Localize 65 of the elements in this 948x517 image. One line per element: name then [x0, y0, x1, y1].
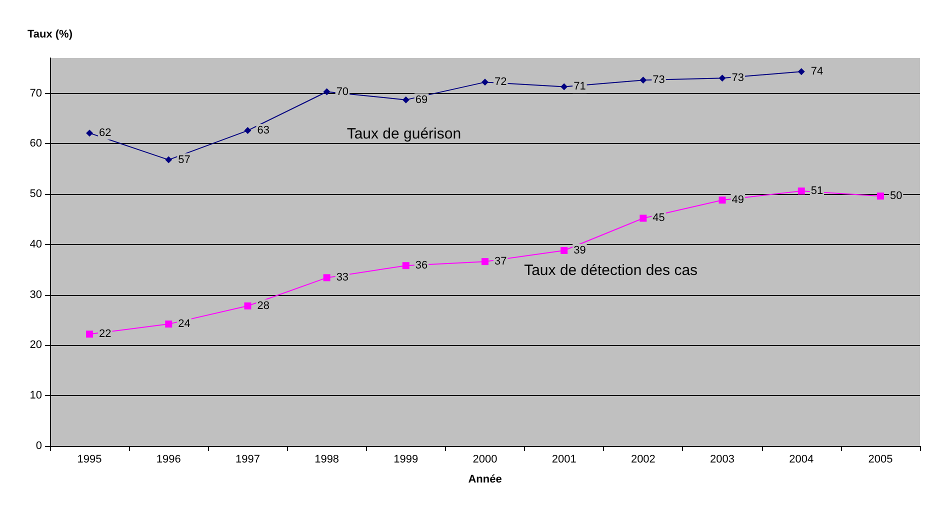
- text: Taux de guérison: [346, 125, 462, 142]
- point: [323, 274, 330, 282]
- point: [718, 196, 726, 204]
- data-label: 22: [99, 328, 112, 340]
- data-label: 72: [494, 76, 507, 88]
- data-label: 71: [574, 80, 586, 93]
- data-label: 24: [178, 318, 190, 330]
- data-label: 49: [732, 194, 744, 206]
- point: [640, 76, 647, 84]
- point: [718, 74, 726, 82]
- data-label: 63: [257, 124, 270, 137]
- point: [402, 96, 410, 104]
- point: [640, 214, 647, 222]
- y-tick-label: 70: [30, 87, 42, 100]
- y-tick-label: 20: [30, 339, 42, 352]
- point: [482, 78, 488, 86]
- point: [482, 258, 488, 266]
- y-tick-label: 0: [36, 440, 42, 452]
- data-label: 62: [99, 127, 112, 140]
- x-tick-label: 2003: [710, 454, 735, 466]
- data-label: 33: [336, 272, 349, 284]
- y-tick-label: 60: [30, 138, 42, 150]
- data-label: 73: [732, 72, 744, 84]
- x-axis-title: Année: [468, 474, 502, 486]
- point: [244, 302, 252, 310]
- point: [560, 83, 568, 90]
- data-label: 74: [810, 66, 824, 78]
- point: [798, 188, 805, 195]
- y-axis-title: Taux (%): [27, 28, 73, 40]
- point: [798, 68, 805, 76]
- y-tick-label: 30: [30, 288, 42, 301]
- point: [165, 320, 172, 328]
- point: [165, 156, 172, 164]
- y-tick-label: 40: [30, 238, 42, 250]
- point: [86, 330, 94, 338]
- x-tick-label: 1996: [156, 454, 181, 466]
- data-label: 50: [890, 190, 902, 202]
- x-tick-label: 1998: [314, 454, 340, 466]
- data-label: 51: [810, 185, 824, 198]
- y-tick-label: 10: [30, 390, 42, 402]
- x-tick-label: 2004: [789, 454, 814, 466]
- data-label: 70: [336, 86, 349, 98]
- data-label: 69: [415, 94, 428, 106]
- y-tick-label: 50: [30, 188, 42, 200]
- x-tick-label: 2000: [472, 454, 498, 466]
- point: [402, 262, 410, 270]
- point: [323, 88, 330, 96]
- x-tick-label: 2001: [552, 454, 576, 466]
- data-label: 57: [178, 154, 190, 166]
- series-label: Taux de détection des cas: [524, 262, 698, 279]
- data-label: 39: [574, 244, 586, 256]
- x-tick-label: 1997: [235, 454, 260, 466]
- data-label: 37: [494, 256, 507, 268]
- point: [86, 130, 94, 137]
- point: [876, 192, 884, 200]
- data-label: 45: [652, 212, 665, 224]
- x-tick-label: 2005: [868, 454, 893, 466]
- x-tick-label: 1995: [77, 454, 102, 466]
- x-tick-label: 2002: [630, 454, 656, 466]
- x-tick-label: 1999: [394, 454, 418, 466]
- data-label: 36: [415, 260, 428, 272]
- data-label: 73: [652, 74, 665, 86]
- point: [560, 246, 568, 254]
- point: [244, 127, 252, 134]
- data-label: 28: [257, 300, 270, 312]
